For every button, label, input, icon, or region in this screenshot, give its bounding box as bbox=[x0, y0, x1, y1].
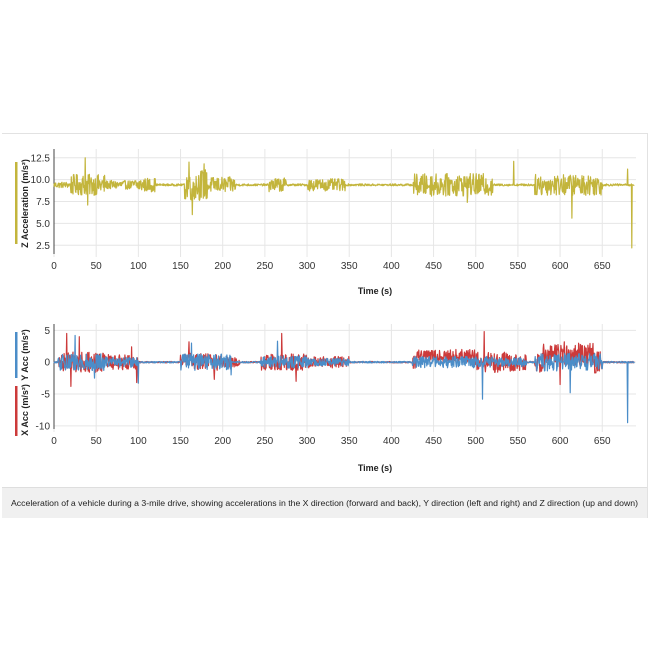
y-axis-title-y: Y Acc (m/s²) bbox=[20, 329, 30, 381]
x-tick-label: 350 bbox=[341, 436, 358, 447]
figure-caption: Acceleration of a vehicle during a 3-mil… bbox=[2, 487, 647, 518]
chart-panel: 0 50 100 150 200 250 300 350 400 450 500 550 600 650 2… bbox=[2, 133, 648, 518]
x-tick-label: 300 bbox=[299, 261, 316, 272]
x-tick-label: 150 bbox=[172, 436, 189, 447]
y-tick-label: 5 bbox=[44, 326, 50, 337]
x-tick-label: 0 bbox=[51, 261, 57, 272]
y-tick-label: -5 bbox=[41, 390, 50, 401]
x-tick-label: 650 bbox=[594, 261, 611, 272]
y-legend-bar bbox=[15, 332, 18, 378]
x-tick-label: 50 bbox=[91, 261, 103, 272]
x-tick-label: 550 bbox=[510, 436, 527, 447]
x-tick-label: 450 bbox=[425, 436, 442, 447]
x-tick-label: 200 bbox=[214, 261, 231, 272]
y-tick-label: 5.0 bbox=[36, 219, 50, 230]
y-tick-label: 7.5 bbox=[36, 197, 50, 208]
series-line-1-1 bbox=[53, 334, 635, 424]
caption-text: Acceleration of a vehicle during a 3-mil… bbox=[11, 498, 638, 508]
x-tick-label: 50 bbox=[91, 436, 103, 447]
x-tick-label: 400 bbox=[383, 436, 400, 447]
x-tick-label: 650 bbox=[594, 436, 611, 447]
x-tick-label: 250 bbox=[257, 261, 274, 272]
x-tick-label: 200 bbox=[214, 436, 231, 447]
x-tick-label: 100 bbox=[130, 261, 147, 272]
x-tick-label: 450 bbox=[425, 261, 442, 272]
x-axis-title: Time (s) bbox=[358, 463, 392, 473]
x-tick-label: 600 bbox=[552, 261, 569, 272]
x-tick-label: 500 bbox=[467, 261, 484, 272]
x-tick-label: 250 bbox=[257, 436, 274, 447]
x-axis-title: Time (s) bbox=[358, 286, 392, 296]
x-tick-label: 100 bbox=[130, 436, 147, 447]
z-legend-bar bbox=[15, 162, 18, 244]
y-tick-label: -10 bbox=[36, 421, 51, 432]
y-tick-label: 10.0 bbox=[31, 175, 51, 186]
x-tick-label: 300 bbox=[299, 436, 316, 447]
y-axis-title-x: X Acc (m/s²) bbox=[20, 384, 30, 436]
chart-svg: 0 50 100 150 200 250 300 350 400 450 500 550 600 6502… bbox=[15, 149, 636, 473]
y-axis-title: Z Acceleration (m/s²) bbox=[20, 159, 30, 248]
x-tick-label: 550 bbox=[510, 261, 527, 272]
x-legend-bar bbox=[15, 386, 18, 436]
x-tick-label: 600 bbox=[552, 436, 569, 447]
series-line-0-0 bbox=[53, 157, 635, 249]
y-tick-label: 12.5 bbox=[31, 153, 51, 164]
y-tick-label: 2.5 bbox=[36, 241, 50, 252]
x-tick-label: 500 bbox=[467, 436, 484, 447]
x-tick-label: 150 bbox=[172, 261, 189, 272]
x-tick-label: 0 bbox=[51, 436, 57, 447]
x-tick-label: 350 bbox=[341, 261, 358, 272]
y-tick-label: 0 bbox=[44, 358, 50, 369]
x-tick-label: 400 bbox=[383, 261, 400, 272]
